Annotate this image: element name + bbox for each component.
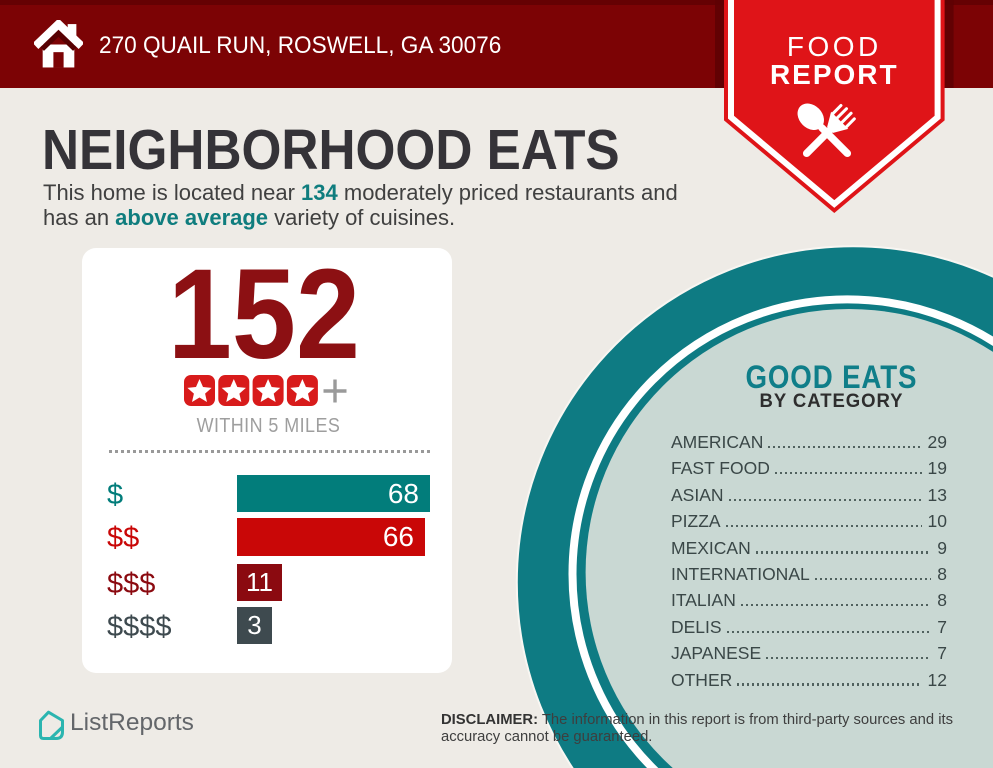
svg-text:REPORT: REPORT bbox=[770, 59, 899, 90]
svg-text:FOOD: FOOD bbox=[787, 31, 882, 62]
